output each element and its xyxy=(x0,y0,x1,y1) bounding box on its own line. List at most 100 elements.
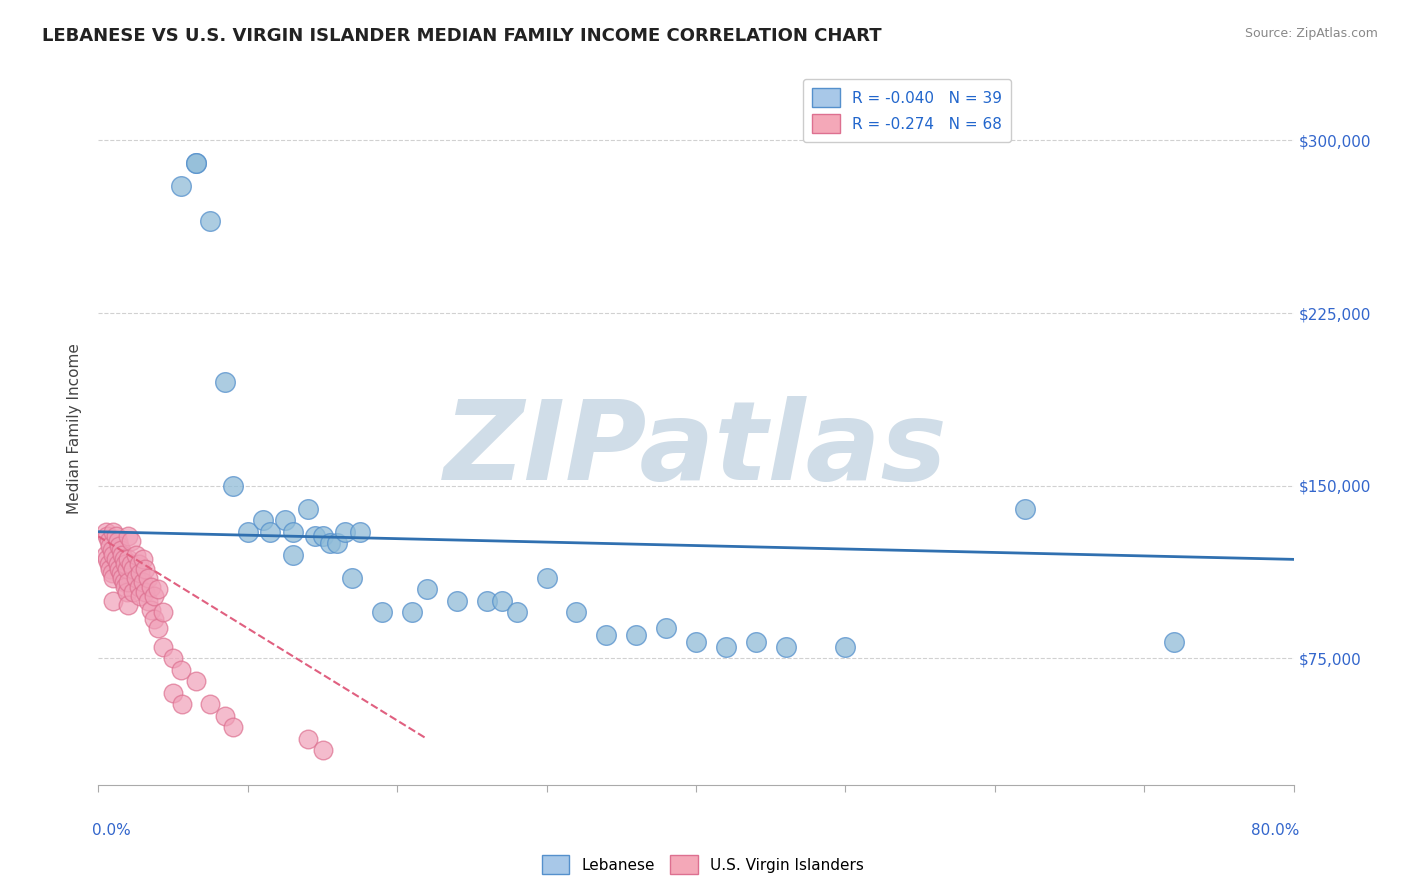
Point xyxy=(132,552,155,566)
Point xyxy=(103,594,125,608)
Point xyxy=(655,622,678,636)
Point xyxy=(536,571,558,585)
Point xyxy=(506,605,529,619)
Point xyxy=(114,580,136,594)
Point xyxy=(214,709,236,723)
Point xyxy=(200,214,222,228)
Point xyxy=(108,539,131,553)
Text: ZIPatlas: ZIPatlas xyxy=(444,396,948,503)
Point xyxy=(304,529,326,543)
Point xyxy=(595,628,617,642)
Text: 0.0%: 0.0% xyxy=(93,823,131,838)
Point xyxy=(148,582,170,597)
Point xyxy=(107,533,129,548)
Point xyxy=(162,651,184,665)
Point xyxy=(112,575,135,590)
Point xyxy=(117,552,139,566)
Point xyxy=(333,524,356,539)
Point xyxy=(714,640,737,654)
Point xyxy=(110,566,132,581)
Point xyxy=(105,529,128,543)
Point xyxy=(115,561,138,575)
Point xyxy=(446,594,468,608)
Point xyxy=(222,720,245,734)
Point xyxy=(281,548,304,562)
Point xyxy=(172,698,194,712)
Point xyxy=(134,584,156,599)
Point xyxy=(115,584,138,599)
Point xyxy=(105,552,128,566)
Point xyxy=(129,589,152,603)
Point xyxy=(184,156,207,170)
Point xyxy=(125,548,148,562)
Point xyxy=(100,561,122,575)
Y-axis label: Median Family Income: Median Family Income xyxy=(67,343,83,514)
Point xyxy=(416,582,439,597)
Point xyxy=(120,533,142,548)
Point xyxy=(139,580,162,594)
Point xyxy=(349,524,371,539)
Point xyxy=(565,605,588,619)
Point xyxy=(475,594,498,608)
Point xyxy=(745,635,768,649)
Text: LEBANESE VS U.S. VIRGIN ISLANDER MEDIAN FAMILY INCOME CORRELATION CHART: LEBANESE VS U.S. VIRGIN ISLANDER MEDIAN … xyxy=(42,27,882,45)
Point xyxy=(112,552,135,566)
Point xyxy=(259,524,281,539)
Point xyxy=(1014,501,1036,516)
Point xyxy=(125,571,148,585)
Point xyxy=(162,686,184,700)
Point xyxy=(311,743,333,757)
Point xyxy=(110,543,132,558)
Point xyxy=(97,533,120,548)
Point xyxy=(401,605,423,619)
Text: Source: ZipAtlas.com: Source: ZipAtlas.com xyxy=(1244,27,1378,40)
Point xyxy=(96,552,118,566)
Point xyxy=(142,589,165,603)
Point xyxy=(685,635,707,649)
Point xyxy=(342,571,364,585)
Point xyxy=(108,561,131,575)
Point xyxy=(152,605,174,619)
Point xyxy=(1163,635,1185,649)
Point xyxy=(103,548,125,562)
Point xyxy=(214,375,236,389)
Point xyxy=(139,603,162,617)
Point xyxy=(184,674,207,689)
Point xyxy=(132,575,155,590)
Point xyxy=(311,529,333,543)
Point xyxy=(94,548,117,562)
Point xyxy=(128,557,150,571)
Point xyxy=(103,571,125,585)
Point xyxy=(274,513,297,527)
Point xyxy=(121,561,143,575)
Point xyxy=(281,524,304,539)
Point xyxy=(117,575,139,590)
Point xyxy=(120,557,142,571)
Text: 80.0%: 80.0% xyxy=(1251,823,1299,838)
Point xyxy=(142,612,165,626)
Point xyxy=(114,557,136,571)
Point xyxy=(169,179,191,194)
Point xyxy=(222,479,245,493)
Point xyxy=(148,622,170,636)
Point xyxy=(252,513,274,527)
Point xyxy=(319,536,342,550)
Point xyxy=(184,156,207,170)
Point xyxy=(371,605,394,619)
Point xyxy=(111,548,134,562)
Point xyxy=(152,640,174,654)
Point xyxy=(117,599,139,613)
Point xyxy=(111,571,134,585)
Point xyxy=(96,529,118,543)
Point xyxy=(101,566,124,581)
Point xyxy=(200,698,222,712)
Point xyxy=(129,566,152,581)
Point xyxy=(169,663,191,677)
Point xyxy=(97,557,120,571)
Point xyxy=(491,594,513,608)
Point xyxy=(134,561,156,575)
Point xyxy=(297,731,319,746)
Point xyxy=(101,543,124,558)
Point xyxy=(326,536,349,550)
Point xyxy=(136,571,159,585)
